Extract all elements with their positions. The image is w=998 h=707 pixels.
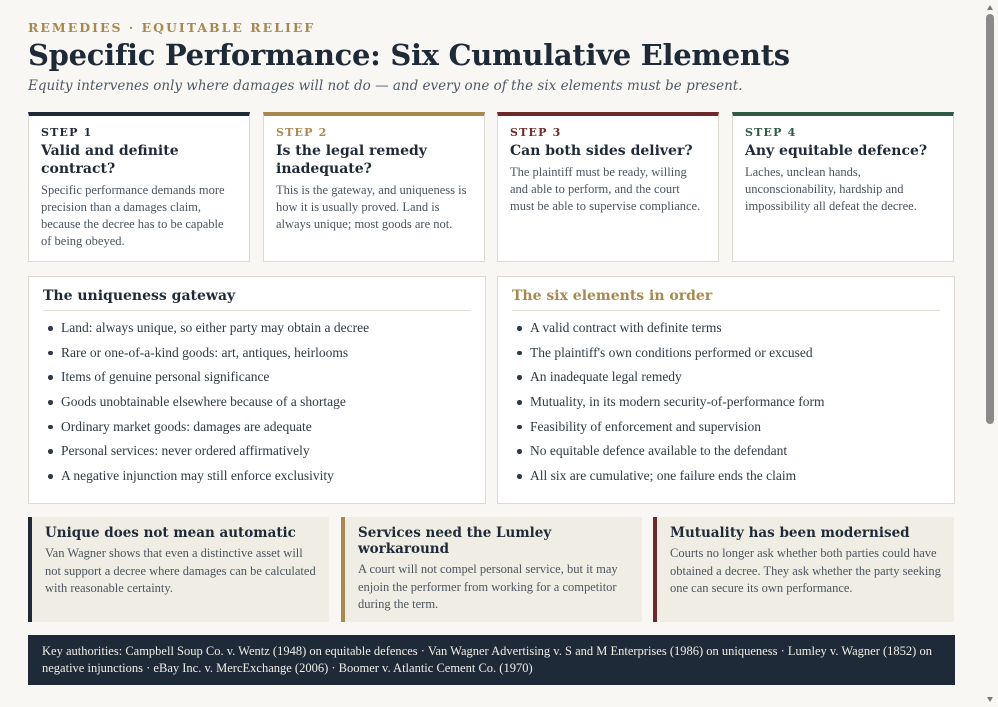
note-card-2: Services need the Lumley workaround A co… [341,517,642,622]
page-subtitle: Equity intervenes only where damages wil… [28,78,743,94]
step-title: Can both sides deliver? [510,143,693,159]
step-card-2: STEP 2 Is the legal remedy inadequate? T… [263,112,485,262]
elements-panel-title: The six elements in order [512,288,940,311]
step-label: STEP 2 [276,126,328,139]
list-item: Land: always unique, so either party may… [48,319,471,337]
step-title: Any equitable defence? [745,143,928,159]
list-item: Items of genuine personal significance [48,368,471,386]
uniqueness-list: Land: always unique, so either party may… [43,319,471,485]
note-body: A court will not compel personal service… [358,562,618,611]
uniqueness-panel: The uniqueness gateway Land: always uniq… [28,276,486,504]
list-item: Personal services: never ordered affirma… [48,442,471,460]
note-body: Van Wagner shows that even a distinctive… [45,546,316,595]
list-item: No equitable defence available to the de… [517,442,940,460]
notes-row: Unique does not mean automatic Van Wagne… [28,517,955,623]
list-item: Goods unobtainable elsewhere because of … [48,393,471,411]
list-item: All six are cumulative; one failure ends… [517,467,940,485]
note-card-3: Mutuality has been modernised Courts no … [653,517,954,622]
list-item: Mutuality, in its modern security-of-per… [517,393,940,411]
chevron-down-icon[interactable] [987,697,993,702]
list-item: Ordinary market goods: damages are adequ… [48,418,471,436]
steps-row: STEP 1 Valid and definite contract? Spec… [28,112,955,264]
step-card-4: STEP 4 Any equitable defence? Laches, un… [732,112,954,262]
eyebrow-label: REMEDIES · EQUITABLE RELIEF [28,20,316,35]
panels-row: The uniqueness gateway Land: always uniq… [28,276,955,504]
page-title: Specific Performance: Six Cumulative Ele… [28,38,790,72]
authorities-footer: Key authorities: Campbell Soup Co. v. We… [28,635,955,685]
note-card-1: Unique does not mean automatic Van Wagne… [28,517,329,622]
note-title: Unique does not mean automatic [45,525,296,541]
list-item: A valid contract with definite terms [517,319,940,337]
step-title: Valid and definite contract? [41,143,179,177]
step-label: STEP 4 [745,126,797,139]
elements-panel: The six elements in order A valid contra… [497,276,955,504]
list-item: The plaintiff's own conditions performed… [517,344,940,362]
step-title: Is the legal remedy inadequate? [276,143,427,177]
list-item: An inadequate legal remedy [517,368,940,386]
note-title: Mutuality has been modernised [670,525,910,541]
list-item: A negative injunction may still enforce … [48,467,471,485]
elements-list: A valid contract with definite terms The… [512,319,940,485]
note-title: Services need the Lumley workaround [358,525,552,557]
vertical-scrollbar[interactable] [983,0,998,707]
chevron-up-icon[interactable] [987,5,993,10]
note-body: Courts no longer ask whether both partie… [670,546,941,595]
step-label: STEP 1 [41,126,93,139]
step-body: Specific performance demands more precis… [41,183,225,248]
list-item: Feasibility of enforcement and supervisi… [517,418,940,436]
step-body: This is the gateway, and uniqueness is h… [276,183,467,231]
step-card-1: STEP 1 Valid and definite contract? Spec… [28,112,250,262]
scrollbar-thumb[interactable] [986,14,994,424]
step-card-3: STEP 3 Can both sides deliver? The plain… [497,112,719,262]
step-label: STEP 3 [510,126,562,139]
uniqueness-panel-title: The uniqueness gateway [43,288,471,311]
step-body: The plaintiff must be ready, willing and… [510,165,701,213]
list-item: Rare or one-of-a-kind goods: art, antiqu… [48,344,471,362]
step-body: Laches, unclean hands, unconscionability… [745,165,917,213]
